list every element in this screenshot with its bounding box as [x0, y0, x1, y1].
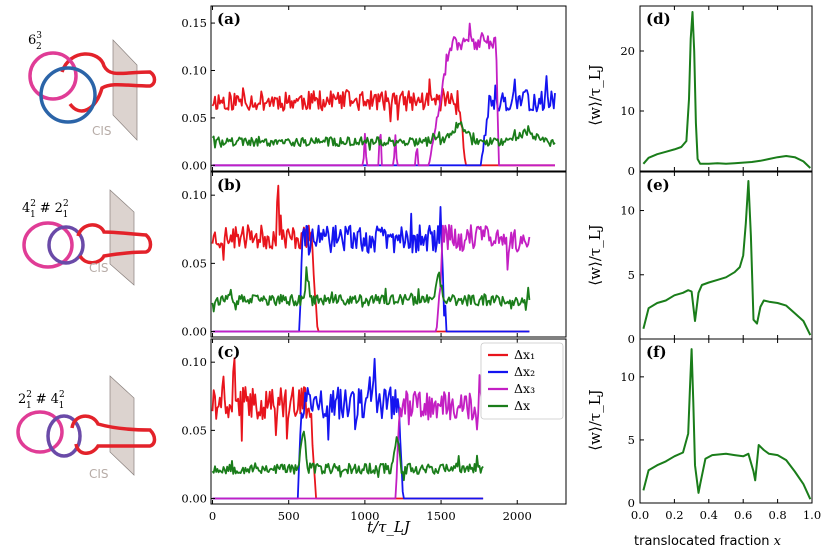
y-tick-label: 0 — [628, 332, 635, 346]
cis-label: CIS — [89, 261, 109, 275]
y-tick-label: 10 — [620, 204, 635, 218]
knot-loop-purple — [46, 414, 82, 458]
cis-wall — [112, 39, 138, 141]
series-line-Δx₁ — [211, 357, 484, 500]
y-axis-label: ⟨w⟩/τ_LJ — [586, 64, 604, 125]
series-line-w — [642, 11, 811, 169]
y-tick-label: 20 — [620, 44, 635, 58]
knot-loop-pink — [28, 51, 78, 101]
plot-frame — [210, 171, 567, 338]
x-tick-label: 0.2 — [665, 508, 683, 522]
y-tick-label: 5 — [628, 433, 635, 447]
y-tick-label: 0.15 — [181, 16, 207, 30]
chart-panel-a: 0.00 0.05 0.10 0.15 (a) — [181, 5, 567, 172]
x-tick-label: 1500 — [426, 509, 455, 523]
series-line-Δx₃ — [212, 22, 555, 167]
knot-loop-pink — [16, 410, 64, 454]
series-line-Δx₃ — [212, 374, 484, 500]
plot-frame — [210, 338, 567, 505]
x-tick-label: 0.6 — [734, 508, 752, 522]
series-line-Δx₂ — [212, 357, 484, 500]
y-tick-label: 10 — [620, 370, 635, 384]
panel-label: (b) — [217, 176, 242, 194]
y-tick-label: 0.00 — [181, 158, 207, 172]
y-tick-label: 0.05 — [181, 111, 207, 125]
cis-wall — [109, 189, 135, 286]
y-tick-label: 5 — [628, 268, 635, 282]
chart-panel-e: 0 5 10 (e) ⟨w⟩/τ_LJ — [586, 171, 813, 346]
y-tick-label: 0.05 — [181, 256, 207, 270]
legend: Δx₁ Δx₂ Δx₃ Δx — [480, 342, 564, 420]
y-tick-label: 0.00 — [181, 492, 207, 506]
y-tick-label: 0.10 — [181, 188, 207, 202]
x-tick-label: 2000 — [503, 509, 532, 523]
x-tick-label: 0.0 — [631, 508, 649, 522]
y-axis-label: ⟨w⟩/τ_LJ — [586, 224, 604, 285]
plot-frame — [210, 5, 567, 172]
series-line-Δx — [211, 266, 531, 313]
series-line-w — [642, 348, 812, 500]
knot-strand-red — [70, 414, 157, 455]
legend-label-dx1: Δx₁ — [514, 347, 535, 362]
y-tick-label: 0.10 — [181, 63, 207, 77]
chart-panel-f: 0 5 10 0.0 0.2 0.4 0.6 0.8 1.0 (f) ⟨w⟩/τ_LJ — [586, 338, 821, 522]
knot-illustration-a: 63 2 CIS — [28, 31, 157, 141]
chart-panel-d: 0 10 20 (d) ⟨w⟩/τ_LJ — [586, 5, 813, 178]
panel-label: (d) — [646, 10, 671, 28]
panel-label: (f) — [646, 343, 667, 361]
series-line-Δx — [211, 121, 556, 151]
x-tick-label: 0.4 — [700, 508, 718, 522]
series-line-Δx₂ — [212, 206, 530, 333]
plot-frame — [639, 5, 813, 172]
knot-label-b: 42 1 #22 1 — [22, 199, 69, 220]
cis-wall — [109, 375, 135, 476]
x-tick-label: 500 — [278, 509, 300, 523]
panel-label: (c) — [217, 343, 240, 361]
panel-label: (a) — [217, 10, 241, 28]
legend-box — [480, 342, 564, 420]
y-tick-label: 0 — [628, 164, 635, 178]
series-line-Δx — [211, 430, 484, 482]
series-line-Δx₁ — [211, 184, 530, 333]
knot-loop-purple — [47, 225, 85, 265]
series-line-Δx₂ — [212, 75, 556, 167]
series-line-w — [642, 180, 812, 336]
knot-strand-red — [76, 223, 153, 265]
plot-frame — [639, 338, 813, 504]
series-line-Δx₃ — [212, 224, 531, 333]
series-line-Δx₁ — [211, 78, 555, 167]
knot-illustration-c: 22 1 #42 1 CIS — [16, 375, 157, 481]
shared-x-axis-label: t/τ_LJ — [367, 518, 411, 536]
right-x-axis-label: translocated fraction x — [634, 534, 782, 549]
knot-illustration-b: 42 1 #22 1 CIS — [22, 189, 153, 286]
x-tick-label: 0 — [209, 509, 216, 523]
panel-label: (e) — [646, 176, 670, 194]
y-tick-label: 0.10 — [181, 355, 207, 369]
x-tick-label: 0.8 — [768, 508, 786, 522]
y-tick-label: 10 — [620, 104, 635, 118]
knot-loop-pink — [22, 221, 74, 269]
knot-loop-blue — [39, 66, 97, 124]
x-tick-label: 1.0 — [803, 508, 821, 522]
cis-label: CIS — [89, 467, 109, 481]
chart-panel-b: 0.00 0.05 0.10 (b) — [181, 171, 567, 339]
y-tick-label: 0.00 — [181, 325, 207, 339]
x-tick-label: 1000 — [350, 509, 379, 523]
knot-label-a: 63 2 — [28, 31, 42, 52]
y-tick-label: 0.05 — [181, 423, 207, 437]
knot-label-c: 22 1 #42 1 — [18, 390, 65, 411]
cis-label: CIS — [92, 124, 112, 138]
plot-frame — [639, 171, 813, 340]
y-axis-label: ⟨w⟩/τ_LJ — [586, 389, 604, 450]
legend-label-dx3: Δx₃ — [514, 381, 535, 396]
legend-label-dx: Δx — [514, 398, 530, 413]
chart-panel-c: 0.00 0.05 0.10 0 500 1000 1500 2000 (c) — [181, 338, 567, 523]
knot-strand-red — [60, 52, 157, 113]
legend-label-dx2: Δx₂ — [514, 364, 535, 379]
y-tick-label: 0 — [628, 496, 635, 510]
